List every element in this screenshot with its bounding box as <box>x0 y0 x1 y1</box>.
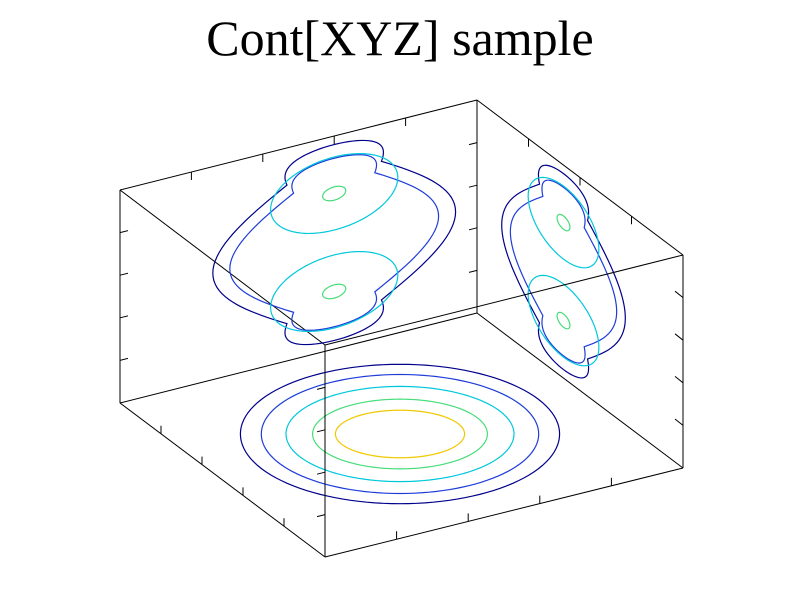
tick-mark <box>119 357 129 361</box>
back-contour <box>212 139 457 346</box>
box-edge <box>119 402 326 558</box>
tick-mark <box>468 269 478 273</box>
tick-mark <box>119 230 129 234</box>
box-edge <box>476 312 684 469</box>
box-front-edges <box>119 254 684 558</box>
side-contour <box>509 179 618 364</box>
tick-mark <box>119 272 129 276</box>
tick-mark <box>316 514 326 518</box>
box-edge <box>324 467 684 558</box>
bottom-contour <box>285 385 515 483</box>
box-edge <box>119 312 478 404</box>
box-edge <box>119 189 326 346</box>
side-contour <box>556 311 571 330</box>
box-edge <box>119 99 478 191</box>
back-contour <box>322 185 347 202</box>
axis-ticks <box>119 118 684 540</box>
side-contour <box>527 176 600 269</box>
tick-mark <box>468 227 478 231</box>
bottom-contour <box>311 398 489 470</box>
chart-title: Cont[XYZ] sample <box>206 10 594 66</box>
tick-mark <box>468 184 478 188</box>
back-contour <box>229 154 440 331</box>
tick-mark <box>674 376 684 384</box>
contour-lines <box>212 139 626 505</box>
tick-mark <box>674 418 684 426</box>
tick-mark <box>674 333 684 341</box>
back-contour <box>269 250 399 333</box>
box-edge <box>324 254 684 346</box>
side-contour <box>501 164 626 379</box>
tick-mark <box>316 386 326 390</box>
side-contour <box>556 213 571 232</box>
tick-mark <box>119 315 129 319</box>
tick-mark <box>674 290 684 298</box>
bottom-contour <box>239 363 561 505</box>
bottom-contour <box>334 409 466 459</box>
tick-mark <box>316 471 326 475</box>
back-contour <box>322 283 347 300</box>
bottom-contour <box>260 373 540 495</box>
tick-mark <box>316 429 326 433</box>
tick-mark <box>468 142 478 146</box>
back-contour <box>269 152 399 235</box>
